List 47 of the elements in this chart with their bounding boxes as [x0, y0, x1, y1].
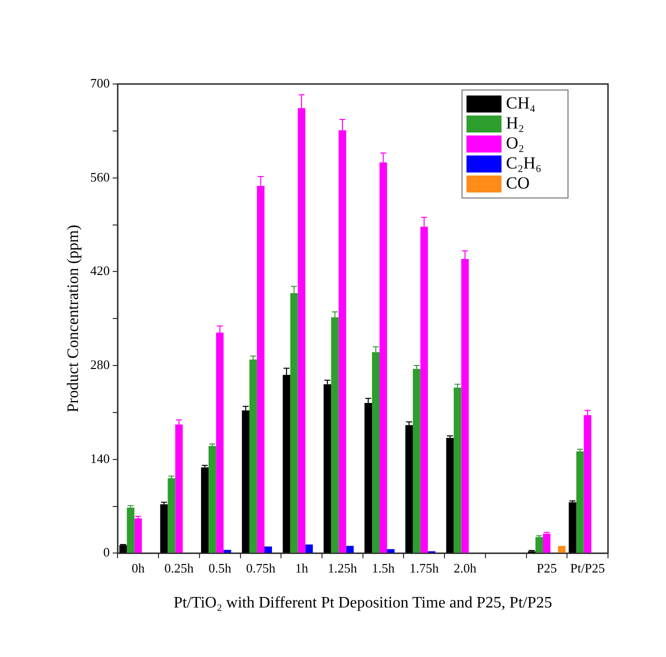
bar — [346, 546, 354, 553]
legend-label: C₂H₆ — [506, 153, 542, 172]
x-tick-label: 1h — [295, 560, 309, 576]
y-tick-label: 140 — [90, 450, 110, 466]
y-tick-label: 280 — [90, 356, 110, 372]
bar — [242, 410, 250, 553]
x-tick-label: 0.5h — [208, 560, 232, 576]
y-axis-title: Product Concentration (ppm) — [64, 224, 82, 412]
x-tick-label: 2.0h — [454, 560, 477, 576]
bar — [535, 537, 543, 553]
bar — [249, 359, 257, 553]
bar — [446, 438, 454, 553]
legend-label: CO — [506, 173, 530, 192]
bar — [168, 478, 176, 553]
y-tick-label: 420 — [90, 263, 110, 278]
bar — [387, 549, 395, 553]
bar — [558, 546, 566, 553]
x-tick-label: 1.25h — [328, 560, 358, 576]
bar — [119, 545, 127, 553]
y-tick-label: 700 — [90, 75, 110, 90]
x-tick-label: P25 — [536, 560, 557, 576]
bar — [324, 384, 332, 553]
legend-label: H₂ — [506, 113, 524, 132]
bar — [208, 446, 216, 553]
x-tick-label: 0.25h — [164, 560, 194, 576]
x-tick-label: 1.75h — [410, 560, 440, 576]
x-tick-label: 0h — [132, 560, 146, 576]
bar — [454, 388, 462, 553]
bar — [264, 546, 272, 553]
y-tick-label: 0 — [103, 544, 110, 560]
bar — [568, 502, 576, 553]
bar — [576, 451, 584, 553]
y-tick-label: 560 — [90, 169, 110, 184]
bar — [305, 544, 313, 553]
x-axis-title: Pt/TiO₂ with Different Pt Deposition Time and P25, Pt/P25 — [174, 594, 552, 612]
bar — [412, 368, 420, 553]
bar — [160, 504, 168, 553]
bar — [201, 467, 209, 553]
x-tick-label: Pt/P25 — [570, 560, 605, 576]
legend-label: CH₄ — [506, 93, 536, 112]
bar — [542, 534, 550, 553]
bar — [126, 508, 134, 553]
legend-label: O₂ — [506, 133, 524, 152]
x-tick-label: 1.5h — [372, 560, 396, 576]
bar — [405, 425, 413, 553]
bar — [134, 518, 142, 553]
x-tick-label: 0.75h — [246, 560, 276, 576]
